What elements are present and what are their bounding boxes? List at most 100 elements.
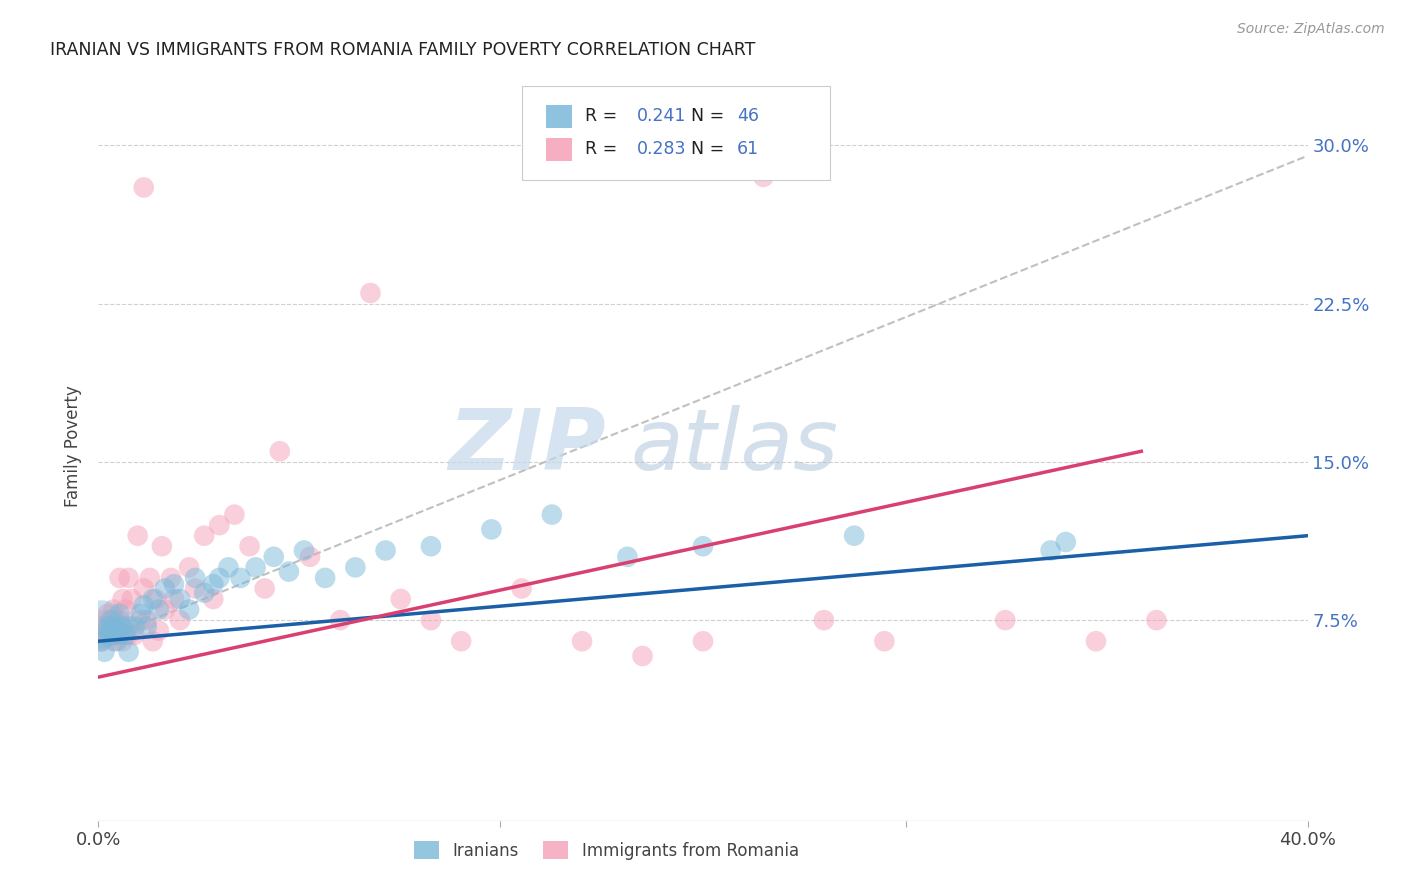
Point <box>217 560 239 574</box>
Point <box>96 607 118 621</box>
Point <box>100 628 122 642</box>
Point <box>93 628 115 642</box>
Point <box>96 628 118 642</box>
Point <box>193 529 215 543</box>
Point <box>420 539 443 553</box>
Point <box>148 624 170 638</box>
Point <box>571 634 593 648</box>
Point <box>108 571 131 585</box>
Point <box>208 571 231 585</box>
Point <box>510 582 533 596</box>
Point <box>105 619 128 633</box>
Point <box>692 539 714 553</box>
Point <box>124 619 146 633</box>
Point <box>239 539 262 553</box>
Point <box>114 624 136 638</box>
Point <box>389 592 412 607</box>
Point <box>100 613 122 627</box>
Point <box>153 582 176 596</box>
FancyBboxPatch shape <box>546 138 572 161</box>
Text: atlas: atlas <box>630 404 838 488</box>
Point <box>420 613 443 627</box>
Point <box>163 577 186 591</box>
Point <box>169 592 191 607</box>
Point <box>329 613 352 627</box>
Point <box>360 285 382 300</box>
Point <box>132 180 155 194</box>
Point <box>184 571 207 585</box>
Point <box>1054 535 1077 549</box>
Point <box>245 560 267 574</box>
Point <box>132 599 155 613</box>
Point <box>111 634 134 648</box>
Point <box>90 634 112 648</box>
Text: Source: ZipAtlas.com: Source: ZipAtlas.com <box>1237 22 1385 37</box>
Point <box>129 613 152 627</box>
Point <box>132 582 155 596</box>
Legend: Iranians, Immigrants from Romania: Iranians, Immigrants from Romania <box>406 834 806 866</box>
Point <box>105 634 128 648</box>
Point <box>139 571 162 585</box>
Point <box>616 549 638 564</box>
Point <box>202 577 225 591</box>
Point <box>108 613 131 627</box>
Text: N =: N = <box>690 140 724 158</box>
Point <box>540 508 562 522</box>
Point <box>93 645 115 659</box>
Point <box>163 592 186 607</box>
Point <box>145 592 167 607</box>
Point <box>193 585 215 599</box>
Point <box>96 619 118 633</box>
Point <box>169 613 191 627</box>
Point <box>114 602 136 616</box>
Point <box>208 518 231 533</box>
Point <box>481 522 503 536</box>
Point <box>90 634 112 648</box>
Point <box>129 607 152 621</box>
Point <box>148 602 170 616</box>
Point <box>135 613 157 627</box>
Point <box>142 634 165 648</box>
Text: IRANIAN VS IMMIGRANTS FROM ROMANIA FAMILY POVERTY CORRELATION CHART: IRANIAN VS IMMIGRANTS FROM ROMANIA FAMIL… <box>51 41 755 59</box>
Text: R =: R = <box>585 107 617 125</box>
Point <box>90 617 112 632</box>
Point <box>96 624 118 638</box>
Point <box>127 529 149 543</box>
Point <box>631 648 654 663</box>
FancyBboxPatch shape <box>522 87 830 180</box>
Point <box>100 619 122 633</box>
Point <box>105 628 128 642</box>
Text: ZIP: ZIP <box>449 404 606 488</box>
Point <box>269 444 291 458</box>
Point <box>111 619 134 633</box>
Point <box>103 619 125 633</box>
Text: 0.283: 0.283 <box>637 140 686 158</box>
Point <box>184 582 207 596</box>
Point <box>93 613 115 627</box>
Point <box>344 560 367 574</box>
Point <box>1039 543 1062 558</box>
Point <box>229 571 252 585</box>
Point <box>253 582 276 596</box>
Point <box>103 602 125 616</box>
Point <box>153 602 176 616</box>
Point <box>299 549 322 564</box>
Point <box>90 619 112 633</box>
Point <box>118 628 141 642</box>
Point <box>114 628 136 642</box>
Point <box>111 592 134 607</box>
Point <box>873 634 896 648</box>
Text: 46: 46 <box>737 107 759 125</box>
Point <box>103 634 125 648</box>
Point <box>179 560 201 574</box>
Point <box>277 565 299 579</box>
Point <box>692 634 714 648</box>
Point <box>118 571 141 585</box>
Point <box>752 169 775 184</box>
Point <box>142 592 165 607</box>
Point <box>135 619 157 633</box>
Point <box>1085 634 1108 648</box>
Point <box>108 628 131 642</box>
Point <box>1144 613 1167 627</box>
Point <box>314 571 336 585</box>
